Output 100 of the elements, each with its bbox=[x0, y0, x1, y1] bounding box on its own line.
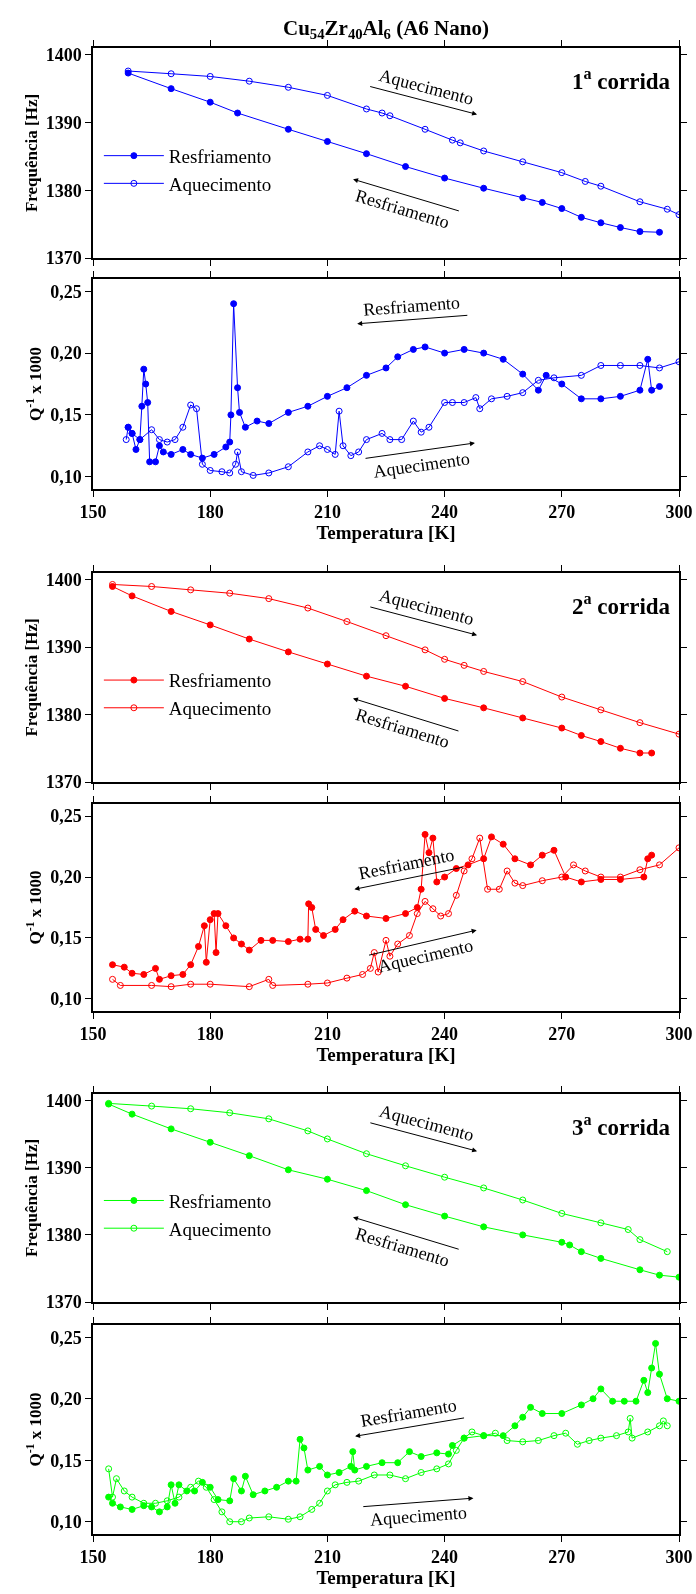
point bbox=[237, 940, 245, 948]
point bbox=[409, 417, 417, 425]
point bbox=[163, 1497, 171, 1505]
x-tick-label: 210 bbox=[313, 1547, 341, 1568]
y-tick-label: 1370 bbox=[45, 248, 82, 269]
point bbox=[218, 1508, 226, 1516]
point bbox=[245, 983, 253, 991]
x-tick-label: 240 bbox=[431, 1024, 459, 1045]
point bbox=[402, 163, 410, 171]
point bbox=[234, 384, 242, 392]
point bbox=[503, 1437, 511, 1445]
point bbox=[558, 205, 566, 213]
point bbox=[234, 448, 242, 456]
point bbox=[323, 660, 331, 668]
point bbox=[597, 361, 605, 369]
point bbox=[304, 402, 312, 410]
point bbox=[386, 1471, 394, 1479]
point bbox=[234, 109, 242, 117]
point bbox=[109, 1493, 117, 1501]
point bbox=[487, 833, 495, 841]
point bbox=[370, 1471, 378, 1479]
point bbox=[421, 646, 429, 654]
point bbox=[394, 353, 402, 361]
point bbox=[146, 458, 154, 466]
point bbox=[222, 922, 230, 930]
point bbox=[577, 878, 585, 886]
annotation: 3$^{a}$ corrida bbox=[572, 1111, 671, 1140]
point bbox=[331, 1481, 339, 1489]
point bbox=[476, 405, 484, 413]
x-tick-label: 240 bbox=[431, 1547, 459, 1568]
point bbox=[441, 174, 449, 182]
point bbox=[616, 224, 624, 232]
point bbox=[468, 855, 476, 863]
y-tick-label: 1390 bbox=[45, 637, 82, 658]
point bbox=[304, 604, 312, 612]
point bbox=[405, 932, 413, 940]
point bbox=[640, 873, 648, 881]
point bbox=[167, 607, 175, 615]
point bbox=[417, 428, 425, 436]
y-tick-label: 1370 bbox=[45, 1292, 82, 1313]
point bbox=[437, 912, 445, 920]
y-tick-label: 0,20 bbox=[50, 1389, 82, 1410]
point bbox=[362, 1150, 370, 1158]
point bbox=[597, 738, 605, 746]
point bbox=[269, 936, 277, 944]
point bbox=[581, 867, 589, 875]
point bbox=[304, 1127, 312, 1135]
point bbox=[362, 105, 370, 113]
point bbox=[503, 392, 511, 400]
point bbox=[487, 395, 495, 403]
point bbox=[148, 426, 156, 434]
point bbox=[105, 1465, 113, 1473]
point bbox=[476, 834, 484, 842]
annotation: Resfriamento bbox=[356, 844, 456, 884]
point bbox=[152, 964, 160, 972]
point bbox=[550, 1432, 558, 1440]
point bbox=[558, 693, 566, 701]
point bbox=[550, 846, 558, 854]
point bbox=[296, 1513, 304, 1521]
y-tick-label: 0,10 bbox=[50, 466, 82, 487]
y-tick-label: 0,25 bbox=[50, 806, 82, 827]
point bbox=[308, 1505, 316, 1513]
point bbox=[382, 914, 390, 922]
point bbox=[232, 460, 240, 468]
x-tick-label: 300 bbox=[665, 502, 693, 523]
point bbox=[402, 1162, 410, 1170]
point bbox=[460, 661, 468, 669]
point bbox=[304, 935, 312, 943]
point bbox=[218, 468, 226, 476]
x-tick-label: 240 bbox=[431, 502, 459, 523]
point bbox=[421, 343, 429, 351]
x-tick-label: 270 bbox=[548, 1547, 576, 1568]
point bbox=[519, 370, 527, 378]
point bbox=[187, 586, 195, 594]
point bbox=[167, 85, 175, 93]
point bbox=[249, 471, 257, 479]
y-tick-label: 1400 bbox=[45, 45, 82, 66]
point bbox=[573, 1440, 581, 1448]
point bbox=[382, 632, 390, 640]
chart-title: Cu$_{54}$Zr$_{40}$Al$_{6}$ (A6 Nano) bbox=[283, 16, 489, 43]
point bbox=[538, 877, 546, 885]
point bbox=[331, 450, 339, 458]
point bbox=[460, 867, 468, 875]
point bbox=[323, 1175, 331, 1183]
point bbox=[636, 1236, 644, 1244]
point bbox=[648, 749, 656, 757]
point bbox=[155, 442, 163, 450]
point bbox=[452, 891, 460, 899]
point bbox=[441, 1212, 449, 1220]
point bbox=[206, 1138, 214, 1146]
point bbox=[597, 182, 605, 190]
point bbox=[167, 450, 175, 458]
point bbox=[636, 1266, 644, 1274]
point bbox=[128, 1493, 136, 1501]
point bbox=[257, 936, 265, 944]
point bbox=[206, 98, 214, 106]
point bbox=[284, 83, 292, 91]
y-tick-label: 1390 bbox=[45, 1158, 82, 1179]
point bbox=[636, 866, 644, 874]
point bbox=[441, 399, 449, 407]
